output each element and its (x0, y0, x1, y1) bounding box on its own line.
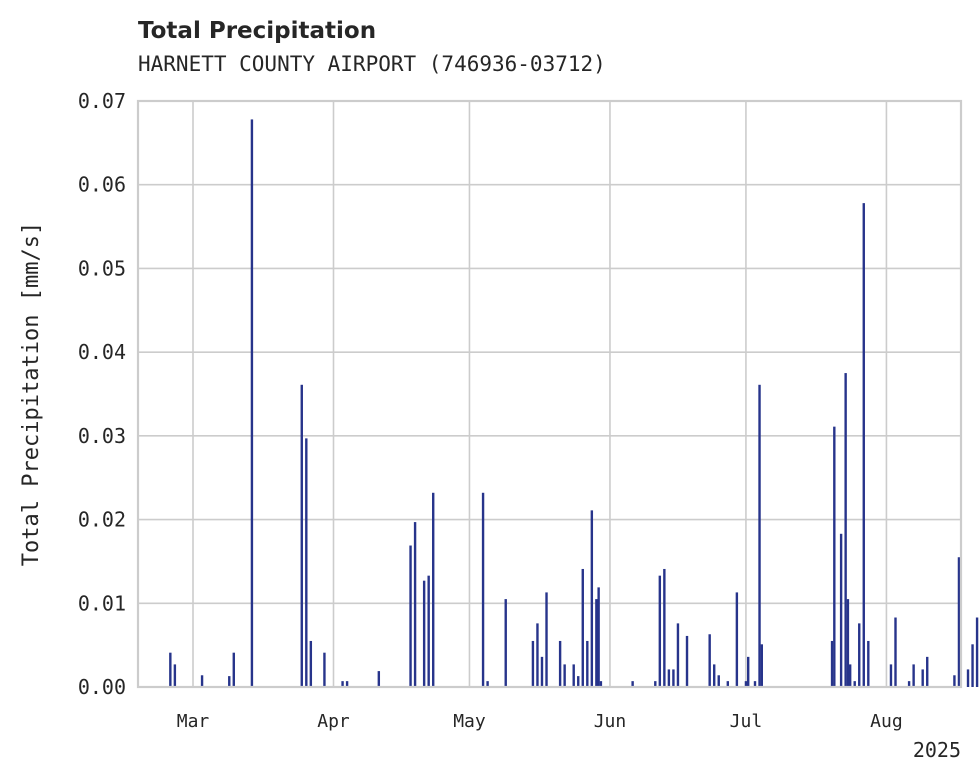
precipitation-bar (305, 438, 308, 687)
precipitation-bar (590, 510, 594, 687)
precipitation-bar (540, 656, 544, 687)
precipitation-bar (413, 522, 417, 687)
x-tick-label: Jun (594, 711, 627, 732)
precipitation-bar (504, 599, 507, 687)
precipitation-bar (663, 568, 666, 687)
y-tick-label: 0.03 (78, 424, 126, 448)
precipitation-bar (586, 640, 589, 687)
precipitation-bar (672, 669, 675, 687)
precipitation-bar (577, 676, 580, 687)
precipitation-bar (839, 533, 843, 687)
y-tick-label: 0.06 (78, 173, 126, 197)
y-tick-label: 0.05 (78, 256, 126, 280)
precipitation-bar (889, 664, 893, 687)
precipitation-bar (409, 545, 412, 687)
precipitation-bar (377, 671, 381, 687)
precipitation-bar (907, 681, 911, 687)
y-tick-label: 0.00 (78, 675, 126, 699)
precipitation-bar (912, 664, 915, 687)
precipitation-bar (581, 568, 584, 687)
chart-subtitle: HARNETT COUNTY AIRPORT (746936-03712) (138, 52, 606, 76)
y-axis-label: Total Precipitation [mm/s] (19, 222, 44, 566)
precipitation-bar (432, 492, 435, 687)
precipitation-bar (848, 664, 852, 687)
precipitation-bar (862, 203, 865, 688)
precipitation-bar (563, 664, 566, 687)
precipitation-bar (957, 557, 961, 687)
precipitation-bar (846, 599, 850, 687)
precipitation-bar (735, 592, 739, 687)
precipitation-bar (323, 652, 326, 687)
precipitation-bar (667, 669, 671, 687)
precipitation-bar (717, 675, 720, 687)
plot-frame (136, 99, 963, 689)
precipitation-bar (232, 652, 235, 687)
precipitation-bar (545, 592, 548, 687)
precipitation-bar (250, 119, 254, 688)
y-tick-label: 0.02 (78, 508, 126, 532)
precipitation-bar (747, 656, 750, 687)
precipitation-bar (558, 640, 562, 687)
y-tick-label: 0.04 (78, 340, 126, 364)
precipitation-bar (169, 652, 172, 687)
precipitation-bar (595, 599, 598, 687)
precipitation-bar (708, 634, 711, 687)
precipitation-bar (481, 492, 485, 687)
precipitation-bar (685, 635, 689, 687)
precipitation-bar (726, 681, 730, 687)
precipitation-bar (300, 384, 303, 687)
precipitation-bar (760, 644, 763, 687)
precipitation-bar (713, 664, 716, 687)
precipitation-bar (858, 623, 861, 687)
x-tick-label: Mar (177, 711, 210, 732)
x-tick-label: Jul (730, 711, 763, 732)
precipitation-bar (173, 664, 177, 687)
precipitation-bar (341, 681, 344, 687)
precipitation-bar (658, 575, 662, 687)
precipitation-bar (867, 640, 870, 687)
precipitation-bar (599, 681, 603, 687)
x-tick-label: May (453, 711, 486, 732)
precipitation-bar (971, 644, 974, 687)
precipitation-bar (833, 426, 836, 687)
precipitation-bar (422, 580, 426, 687)
precipitation-bar (597, 587, 600, 687)
year-label: 2025 (913, 738, 961, 762)
precipitation-bar (676, 623, 680, 687)
precipitation-bar (894, 617, 897, 687)
precipitation-bar (744, 681, 748, 687)
precipitation-bar (572, 664, 575, 687)
precipitation-bar (536, 623, 539, 687)
precipitation-bar (853, 681, 856, 687)
precipitation-bar (486, 681, 489, 687)
chart-title: Total Precipitation (138, 18, 377, 44)
precipitation-bar (753, 681, 757, 687)
x-tick-label: Apr (317, 711, 350, 732)
precipitation-bar (427, 575, 430, 687)
precipitation-bar (631, 681, 634, 687)
y-tick-label: 0.07 (78, 89, 126, 113)
precipitation-bar (953, 675, 956, 687)
y-tick-label: 0.01 (78, 591, 126, 615)
precipitation-bar (966, 669, 970, 687)
precipitation-bar (926, 656, 929, 687)
precipitation-bar (228, 676, 231, 687)
precipitation-bar (830, 640, 834, 687)
precipitation-bar (200, 675, 204, 687)
precipitation-bar (654, 681, 657, 687)
x-tick-label: Aug (870, 711, 903, 732)
precipitation-bar (921, 669, 924, 687)
precipitation-bar (844, 373, 847, 687)
precipitation-bar (309, 640, 313, 687)
precipitation-bar (531, 640, 535, 687)
precipitation-bar (975, 617, 979, 687)
precipitation-bar (345, 681, 349, 687)
precipitation-bar (758, 384, 761, 687)
